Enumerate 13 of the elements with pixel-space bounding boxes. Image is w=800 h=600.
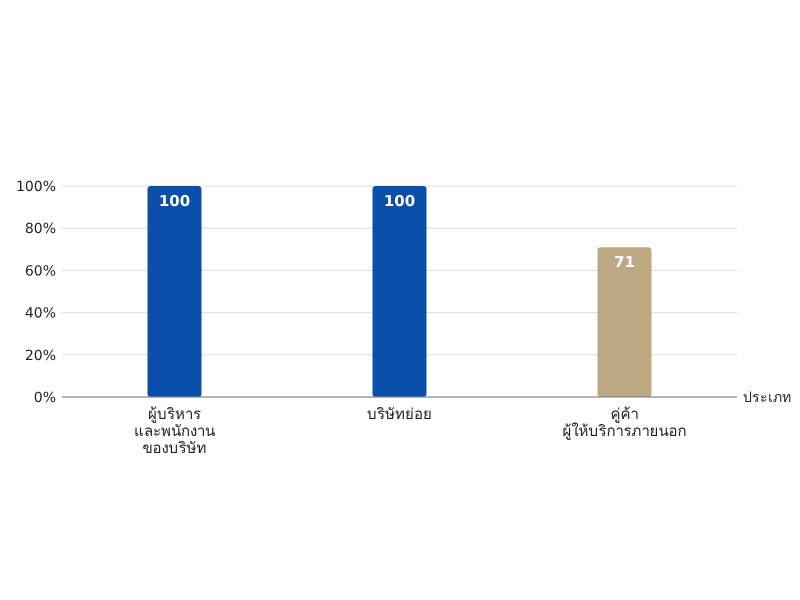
y-tick-label: 0% — [34, 390, 56, 406]
x-axis-title: ประเภท — [743, 390, 791, 406]
x-tick-label: บริษัทย่อย — [367, 405, 432, 423]
y-tick-label: 20% — [24, 348, 56, 364]
data-label: 100 — [384, 192, 416, 210]
data-label: 71 — [614, 253, 635, 272]
y-tick-label: 60% — [24, 263, 56, 280]
y-tick-label: 100% — [16, 179, 56, 195]
y-tick-label: 40% — [24, 306, 56, 322]
x-tick-label: คู่ค้า ผู้ให้บริการภายนอก — [562, 405, 686, 440]
y-tick-label: 80% — [24, 221, 56, 238]
x-tick-label: ผู้บริหาร และพนักงาน ของบริษัท — [134, 405, 215, 457]
data-label: 100 — [158, 192, 190, 210]
